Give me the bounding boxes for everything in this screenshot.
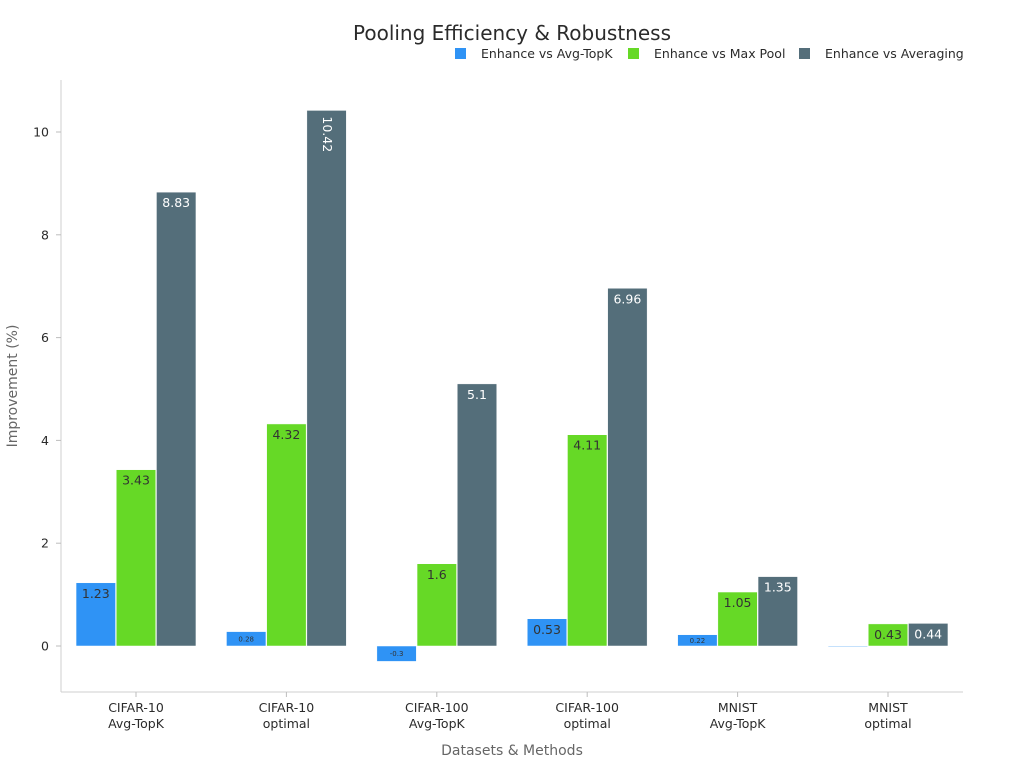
bar-value-label: 1.35 xyxy=(764,580,792,595)
x-tick-label-line: MNIST xyxy=(718,700,758,715)
x-tick-label-line: optimal xyxy=(263,716,310,731)
bar-value-label: 0.28 xyxy=(238,635,254,643)
bar-value-label: 3.43 xyxy=(122,473,150,488)
bar xyxy=(717,591,758,647)
bar-value-label: 5.1 xyxy=(467,387,487,402)
y-tick-label: 4 xyxy=(41,433,49,448)
bar-value-label: 8.83 xyxy=(162,195,190,210)
bar xyxy=(226,631,267,647)
bar-value-label: 0.43 xyxy=(874,627,902,642)
bar-value-label: 1.6 xyxy=(427,567,447,582)
x-tick-label: CIFAR-10 optimal xyxy=(259,700,315,731)
bar xyxy=(75,582,116,647)
legend-swatch xyxy=(455,48,466,59)
y-tick-label: 2 xyxy=(41,536,49,551)
bar-value-label: 4.32 xyxy=(272,427,300,442)
bar xyxy=(677,634,718,647)
bar xyxy=(116,469,156,647)
bar xyxy=(567,434,608,647)
x-tick-label: CIFAR-100 Avg-TopK xyxy=(405,700,469,731)
bar xyxy=(266,423,307,647)
y-axis-label: Improvement (%) xyxy=(5,325,21,448)
x-tick-label: CIFAR-10 Avg-TopK xyxy=(108,700,165,731)
x-tick-label-line: Avg-TopK xyxy=(710,716,767,731)
bar-value-label: 0.53 xyxy=(533,622,561,637)
bar-value-label: 0.22 xyxy=(690,637,706,645)
x-tick-label-line: optimal xyxy=(564,716,611,731)
legend-label: Enhance vs Avg-TopK xyxy=(481,46,613,61)
x-tick-label-line: CIFAR-10 xyxy=(259,700,315,715)
bar-labels: 1.23 0.28 -0.3 0.53 0.22 3.43 4.32 1.6 4.11 1.05 0… xyxy=(82,116,942,658)
bars xyxy=(75,110,949,662)
y-tick-label: 10 xyxy=(33,125,49,140)
x-tick-label-line: MNIST xyxy=(868,700,908,715)
bar xyxy=(827,645,868,648)
legend-label: Enhance vs Max Pool xyxy=(654,46,785,61)
x-tick-label-line: Avg-TopK xyxy=(409,716,466,731)
bar xyxy=(527,618,567,647)
x-tick-label: CIFAR-100 optimal xyxy=(555,700,619,731)
bar xyxy=(757,576,798,647)
x-tick-label: MNIST Avg-TopK xyxy=(710,700,767,731)
x-tick-label-line: CIFAR-100 xyxy=(405,700,469,715)
bar-value-label: 1.23 xyxy=(82,586,110,601)
x-tick-label-line: optimal xyxy=(864,716,911,731)
bar xyxy=(908,623,949,647)
y-tick-label: 6 xyxy=(41,330,49,345)
bar-value-label: 1.05 xyxy=(724,595,752,610)
bar xyxy=(306,110,347,647)
y-tick-label: 0 xyxy=(41,639,49,654)
legend: Enhance vs Avg-TopK Enhance vs Max Pool En… xyxy=(455,46,964,61)
chart-title: Pooling Efficiency & Robustness xyxy=(353,21,671,45)
bar xyxy=(868,623,908,647)
bar xyxy=(607,288,648,647)
x-tick-label: MNIST optimal xyxy=(864,700,911,731)
bar-value-label: 6.96 xyxy=(613,291,641,306)
bar xyxy=(156,191,197,647)
bar-value-label: 4.11 xyxy=(573,438,601,453)
bar xyxy=(457,383,497,647)
y-tick-label: 8 xyxy=(41,227,49,242)
legend-swatch xyxy=(628,48,639,59)
bar-value-label: 0.44 xyxy=(914,626,942,641)
x-tick-label-line: CIFAR-10 xyxy=(108,700,164,715)
legend-swatch xyxy=(799,48,810,59)
x-tick-label-line: Avg-TopK xyxy=(108,716,165,731)
x-tick-label-line: CIFAR-100 xyxy=(555,700,619,715)
bar xyxy=(416,563,457,647)
bar-value-label: -0.3 xyxy=(390,650,404,658)
legend-label: Enhance vs Averaging xyxy=(825,46,964,61)
bar-value-label: 10.42 xyxy=(320,116,335,152)
bar xyxy=(376,645,417,662)
x-axis-label: Datasets & Methods xyxy=(441,743,583,759)
